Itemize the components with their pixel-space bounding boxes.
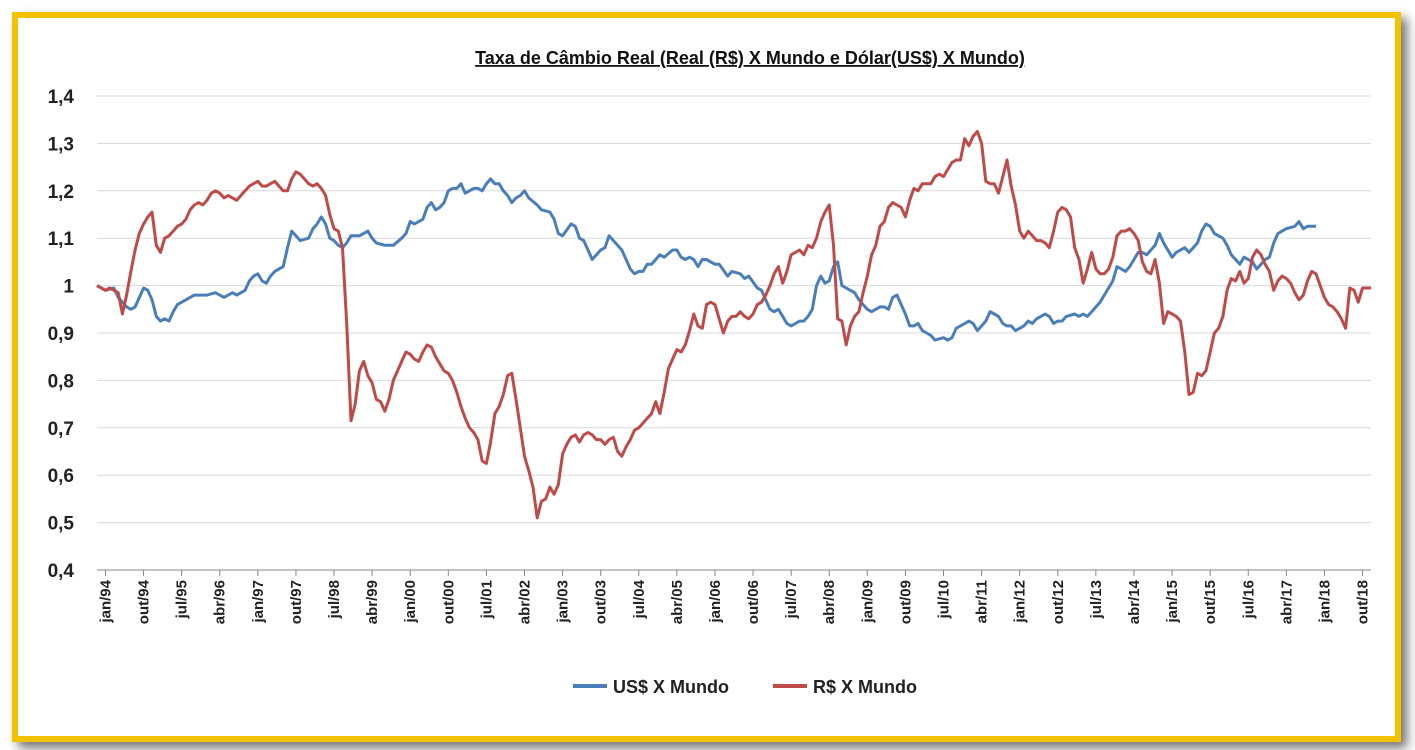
legend-label: R$ X Mundo bbox=[813, 677, 917, 697]
legend: US$ X Mundo R$ X Mundo bbox=[573, 677, 917, 697]
y-tick-label: 1 bbox=[63, 277, 74, 298]
x-tick-label: jan/18 bbox=[1316, 580, 1333, 624]
x-tick-label: jul/16 bbox=[1240, 580, 1257, 619]
y-tick-label: 1,3 bbox=[48, 134, 74, 155]
x-tick-label: jul/10 bbox=[936, 580, 953, 619]
x-tick-label: out/94 bbox=[136, 579, 153, 624]
x-tick-label: jan/03 bbox=[555, 580, 572, 624]
series-line-0 bbox=[96, 177, 1316, 342]
x-tick-label: abr/02 bbox=[516, 580, 533, 624]
x-tick-label: jul/07 bbox=[783, 580, 800, 619]
x-tick-label: jan/15 bbox=[1164, 580, 1181, 624]
x-tick-label: out/12 bbox=[1050, 580, 1067, 624]
x-tick-label: out/97 bbox=[288, 580, 305, 624]
gridlines bbox=[97, 95, 1371, 571]
y-tick-label: 0,9 bbox=[48, 324, 74, 345]
x-tick-label: out/09 bbox=[897, 580, 914, 624]
x-tick-label: jul/04 bbox=[631, 579, 648, 619]
x-tick-label: jan/09 bbox=[859, 580, 876, 624]
x-tick-label: out/15 bbox=[1202, 580, 1219, 624]
x-tick-label: out/00 bbox=[440, 580, 457, 624]
x-tick-label: abr/05 bbox=[669, 580, 686, 624]
y-tick-label: 0,4 bbox=[48, 561, 75, 582]
legend-label: US$ X Mundo bbox=[613, 677, 729, 697]
x-tick-label: abr/17 bbox=[1278, 580, 1295, 624]
y-tick-label: 0,5 bbox=[48, 514, 75, 535]
x-tick-label: abr/96 bbox=[212, 580, 229, 624]
x-tick-label: out/06 bbox=[745, 580, 762, 624]
y-tick-label: 1,4 bbox=[48, 87, 75, 108]
x-axis-ticks: jan/94 out/94 jul/95 abr/96 jan/97 out/97 jul/… bbox=[97, 570, 1372, 624]
x-tick-label: jul/98 bbox=[326, 580, 343, 619]
y-tick-label: 0,7 bbox=[48, 419, 74, 440]
series-lines bbox=[96, 130, 1371, 520]
x-tick-label: out/03 bbox=[593, 580, 610, 624]
chart-title: Taxa de Câmbio Real (Real (R$) X Mundo e… bbox=[475, 48, 1025, 68]
x-tick-label: jan/94 bbox=[97, 579, 114, 623]
x-tick-label: abr/11 bbox=[974, 580, 991, 623]
x-tick-label: jan/97 bbox=[250, 580, 267, 624]
x-tick-label: jan/00 bbox=[402, 580, 419, 624]
y-tick-label: 0,6 bbox=[48, 466, 74, 487]
x-tick-label: abr/14 bbox=[1126, 579, 1143, 624]
y-axis-ticks: 0,4 0,5 0,6 0,7 0,8 0,9 1 1,1 1,2 1,3 1,4 bbox=[48, 87, 75, 582]
x-tick-label: abr/08 bbox=[821, 580, 838, 624]
x-tick-label: jul/95 bbox=[174, 580, 191, 619]
y-tick-label: 0,8 bbox=[48, 371, 74, 392]
x-tick-label: jan/06 bbox=[707, 580, 724, 624]
y-tick-label: 1,2 bbox=[48, 182, 74, 203]
series-line-1 bbox=[96, 130, 1371, 520]
chart-frame bbox=[12, 12, 1401, 742]
x-tick-label: jan/12 bbox=[1012, 580, 1029, 624]
x-tick-label: abr/99 bbox=[364, 580, 381, 624]
x-tick-label: out/18 bbox=[1355, 580, 1372, 624]
y-tick-label: 1,1 bbox=[48, 229, 75, 250]
x-tick-label: jul/13 bbox=[1088, 580, 1105, 619]
x-tick-label: jul/01 bbox=[478, 580, 495, 619]
